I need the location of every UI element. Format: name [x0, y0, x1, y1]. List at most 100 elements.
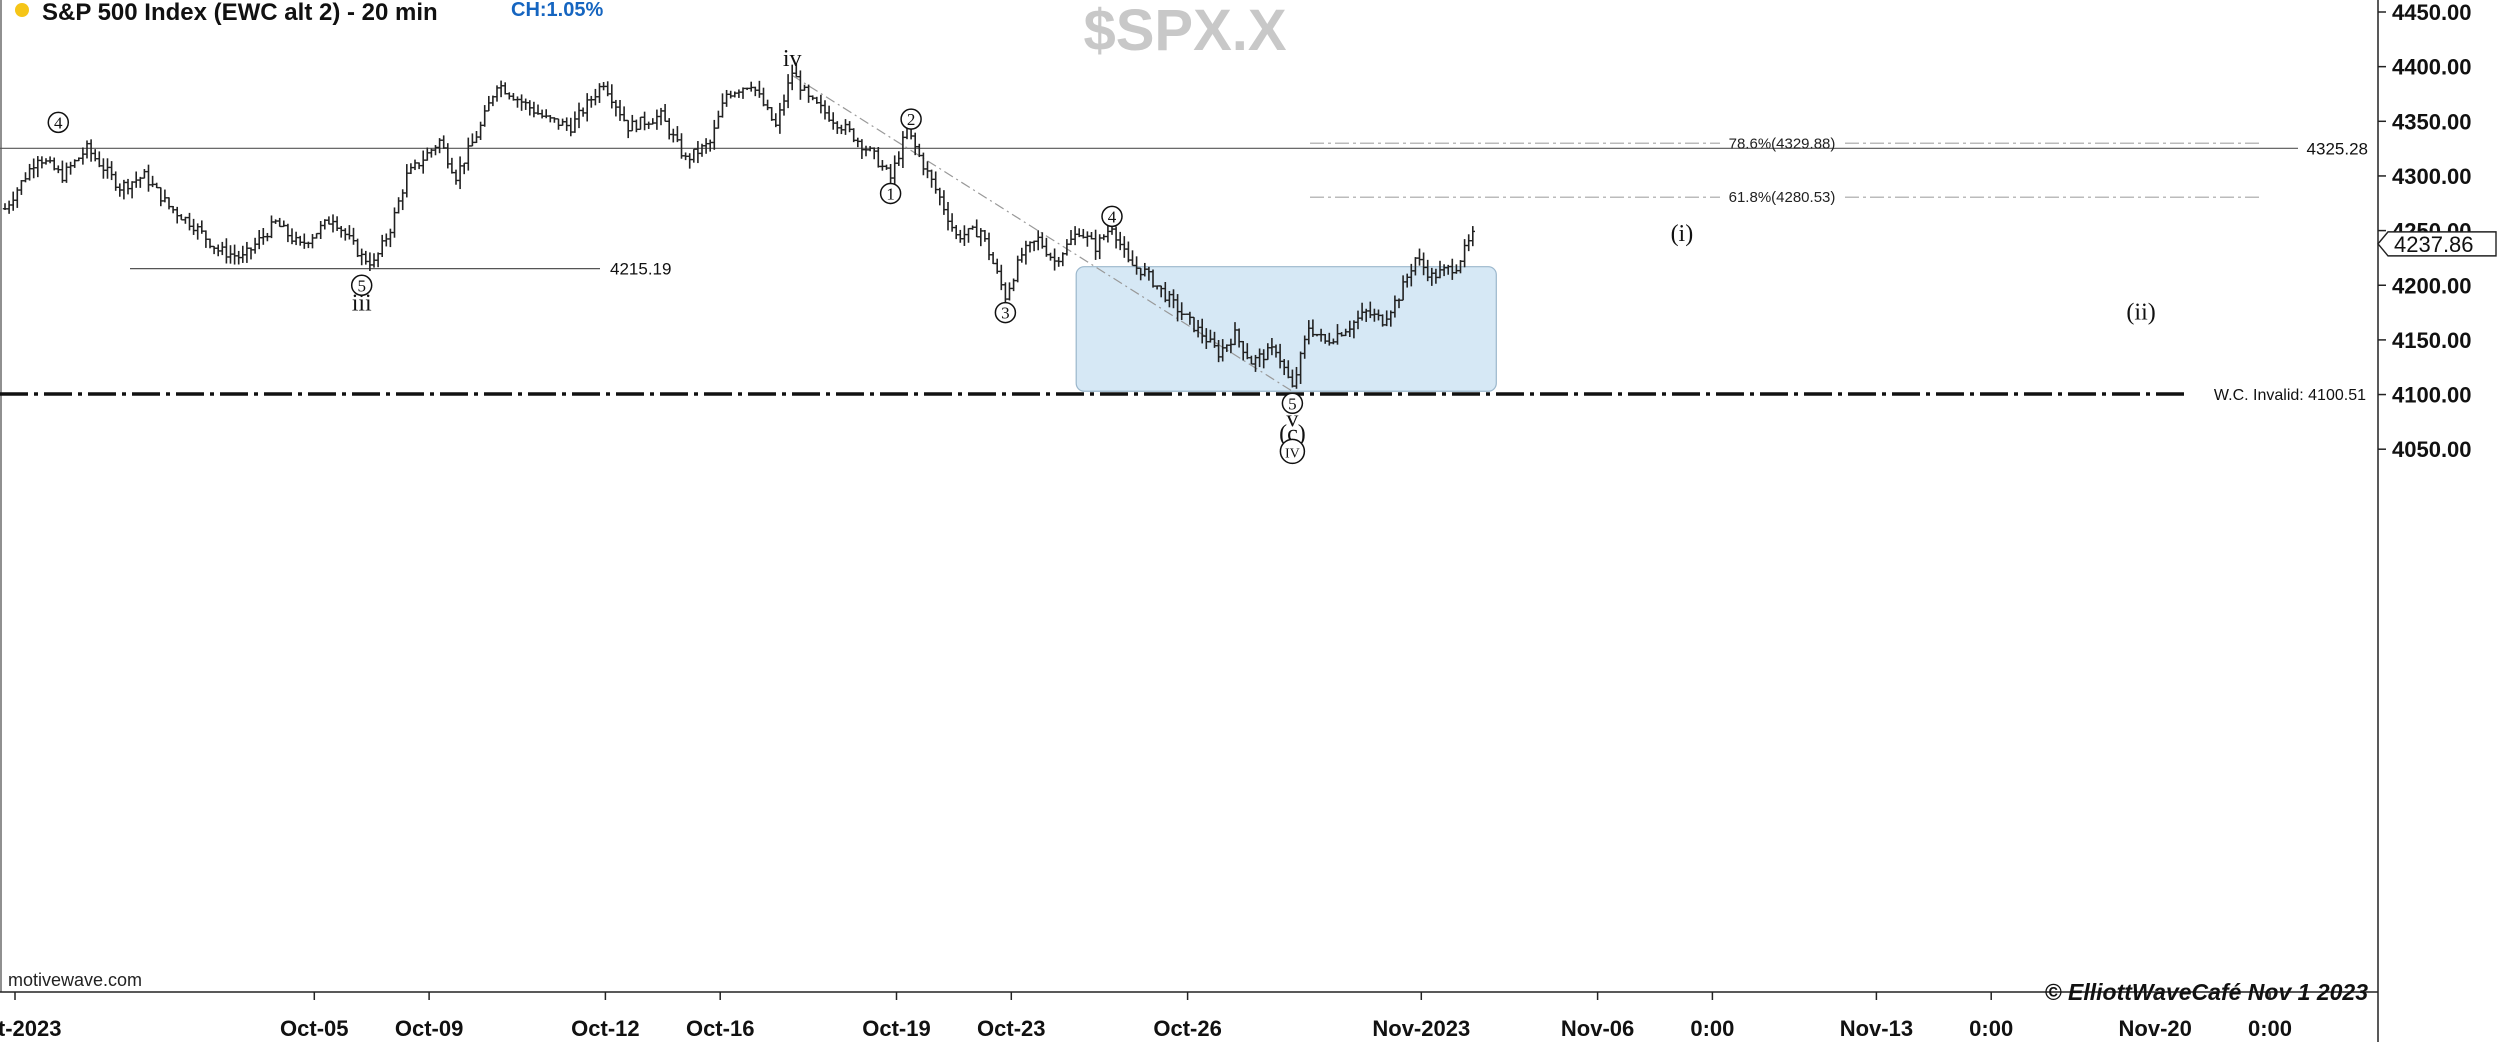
ohlc-bar [380, 234, 385, 257]
y-tick-label: 4350.00 [2392, 109, 2472, 134]
ohlc-bar [1282, 359, 1287, 376]
ohlc-bar [1331, 338, 1336, 345]
resistance-line-label: 4325.28 [2307, 139, 2368, 158]
wave-label-circle [47, 111, 70, 134]
ohlc-bar [101, 158, 106, 179]
ohlc-bar [699, 143, 705, 157]
ohlc-bar [1138, 267, 1143, 281]
ohlc-bar [261, 227, 266, 245]
y-tick-label: 4050.00 [2392, 437, 2472, 462]
ohlc-bar [1462, 239, 1467, 268]
ohlc-bar [1167, 290, 1172, 308]
ohlc-bar [1421, 252, 1426, 276]
ohlc-bar [1446, 264, 1451, 275]
ohlc-bar [785, 74, 791, 109]
ohlc-bar [1294, 366, 1299, 389]
ohlc-bar [179, 214, 184, 221]
ohlc-bar [187, 212, 192, 231]
ohlc-bar [818, 94, 824, 114]
ohlc-bar [470, 133, 475, 147]
ohlc-bar [121, 179, 127, 200]
ohlc-bar [466, 137, 471, 171]
x-tick-label: Nov-06 [1561, 1016, 1634, 1041]
ohlc-bar [642, 111, 647, 131]
ohlc-bar [1154, 285, 1160, 290]
wave-label-circle [1281, 392, 1304, 415]
ohlc-bar [851, 128, 856, 143]
ohlc-bar [978, 228, 983, 247]
ohlc-bar [580, 107, 586, 117]
ohlc-bar [568, 117, 573, 137]
ohlc-bar [1179, 302, 1184, 321]
ohlc-bar [117, 183, 122, 197]
ohlc-bar [515, 96, 520, 108]
ohlc-bar [1417, 248, 1422, 266]
ohlc-bar [154, 182, 159, 189]
ohlc-bar [507, 92, 512, 100]
ohlc-bar [1011, 278, 1016, 292]
ohlc-bar [236, 250, 241, 265]
ohlc-bar [1458, 260, 1463, 274]
ohlc-bar [281, 220, 286, 228]
ohlc-bar [56, 165, 61, 174]
ohlc-bar [958, 229, 963, 243]
ohlc-bar [572, 111, 578, 133]
ohlc-bar [822, 100, 828, 120]
last-price-label: 4237.86 [2394, 232, 2474, 257]
ohlc-bar [191, 218, 196, 235]
ohlc-bar [462, 162, 467, 175]
ohlc-bar [839, 124, 844, 135]
ohlc-bar [872, 147, 877, 160]
ohlc-bar [1376, 309, 1381, 321]
wave-label: (ii) [2126, 299, 2155, 325]
ohlc-bar [1040, 232, 1045, 249]
x-tick-label: Oct-05 [280, 1016, 348, 1041]
ohlc-bar [1224, 344, 1229, 352]
ohlc-bar [11, 191, 16, 211]
ohlc-bar [27, 163, 32, 181]
ohlc-bar [679, 133, 684, 159]
ohlc-bar [757, 80, 762, 98]
ohlc-bar [937, 187, 942, 206]
ohlc-bar [1470, 226, 1475, 247]
ohlc-bar [847, 121, 852, 133]
ohlc-bar [248, 247, 254, 260]
ohlc-bar [265, 232, 270, 242]
ohlc-bar [273, 219, 278, 224]
ohlc-bar [863, 145, 869, 157]
wave-label: 5 [350, 274, 373, 296]
ohlc-bar [503, 82, 508, 95]
ohlc-bar [347, 225, 352, 240]
ohlc-bar [945, 201, 951, 231]
ohlc-bar [1228, 338, 1234, 354]
ohlc-bar [683, 152, 688, 161]
ohlc-bar [1384, 310, 1389, 327]
ohlc-bar [449, 157, 455, 174]
ohlc-bar [1216, 340, 1221, 363]
ohlc-bar [601, 82, 606, 91]
wave-label-circle [994, 301, 1017, 324]
ohlc-bar [441, 135, 446, 149]
x-tick-label: Oct-26 [1153, 1016, 1221, 1041]
ohlc-bar [1027, 241, 1033, 253]
ohlc-bar [1068, 229, 1074, 246]
ohlc-bar [166, 197, 172, 210]
ohlc-bar [1433, 268, 1439, 284]
ohlc-bar [855, 137, 860, 148]
ohlc-bar [421, 150, 426, 174]
ohlc-bar [638, 116, 643, 130]
ohlc-bar [646, 121, 651, 129]
ohlc-bar [1208, 329, 1213, 343]
ohlc-bar [552, 117, 557, 123]
ohlc-bar [175, 206, 180, 224]
ohlc-bar [371, 253, 377, 268]
ohlc-bar [900, 131, 906, 168]
ohlc-bar [1409, 263, 1414, 287]
ohlc-bar [773, 113, 778, 128]
ohlc-bar [68, 161, 73, 175]
ohlc-bar [1400, 275, 1406, 301]
fib-label-786: 78.6%(4329.88) [1729, 135, 1836, 152]
ohlc-bar [252, 237, 258, 254]
